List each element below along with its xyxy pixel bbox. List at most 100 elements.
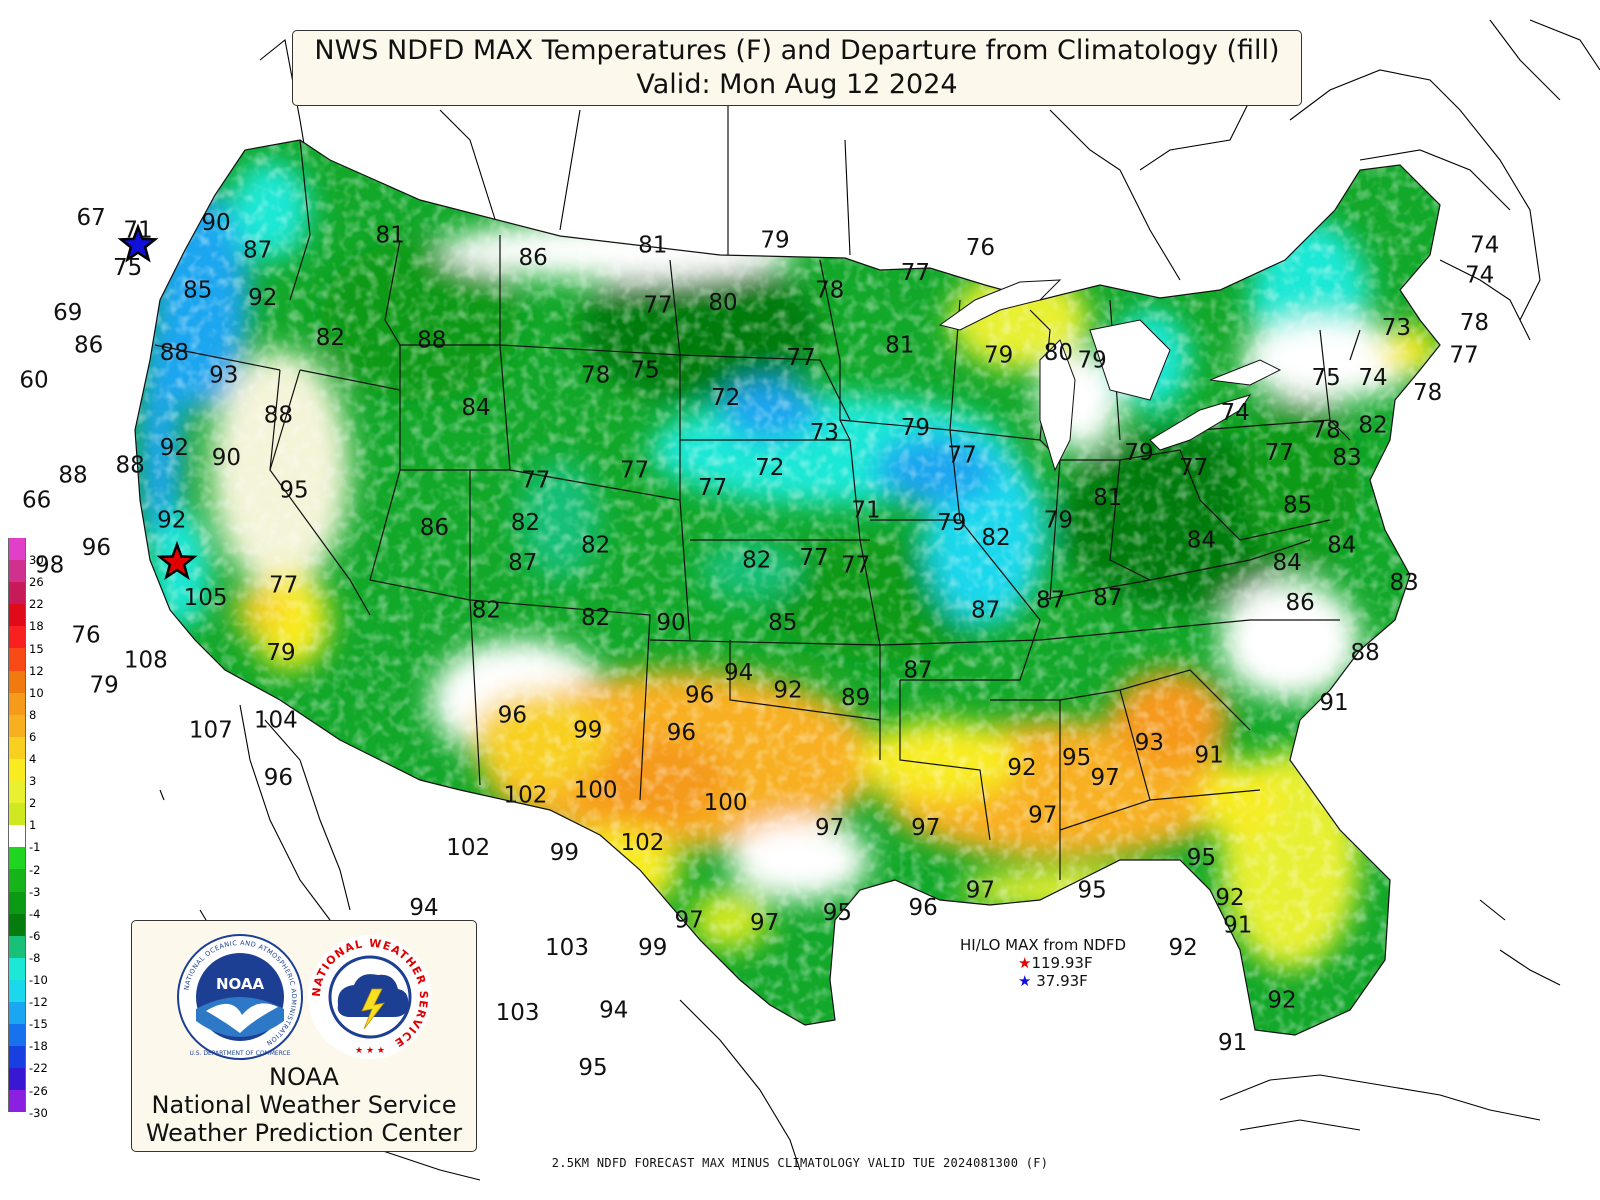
temperature-label: 80: [1044, 340, 1073, 366]
temperature-label: 84: [461, 395, 490, 421]
legend-swatch: [8, 869, 26, 892]
temperature-label: 73: [1382, 315, 1411, 341]
temperature-label: 96: [685, 683, 714, 709]
temperature-label: 93: [209, 363, 238, 389]
logo-line-wpc: Weather Prediction Center: [145, 1119, 463, 1147]
legend-swatch: [8, 692, 26, 715]
temperature-label: 88: [264, 403, 293, 429]
legend-swatch: [8, 825, 26, 848]
temperature-label: 60: [19, 368, 48, 394]
legend-label: 4: [29, 752, 37, 766]
temperature-label: 95: [279, 478, 308, 504]
nws-emblem-icon: NATIONAL WEATHER SERVICE ★ ★ ★: [308, 935, 432, 1059]
temperature-label: 90: [212, 445, 241, 471]
temperature-label: 85: [1283, 493, 1312, 519]
temperature-label: 85: [183, 278, 212, 304]
legend-swatch: [8, 1046, 26, 1069]
temperature-label: 88: [116, 453, 145, 479]
temperature-label: 92: [1267, 988, 1296, 1014]
temperature-label: 90: [656, 610, 685, 636]
temperature-label: 79: [1044, 508, 1073, 534]
legend-label: -2: [29, 862, 41, 877]
temperature-label: 87: [1093, 585, 1122, 611]
temperature-label: 67: [77, 205, 106, 231]
agency-logo-box: NOAA NATIONAL OCEANIC AND ATMOSPHERIC AD…: [131, 920, 477, 1152]
temperature-label: 100: [574, 778, 618, 804]
temperature-label: 77: [1449, 343, 1478, 369]
temperature-label: 95: [578, 1055, 607, 1081]
legend-label: -4: [29, 906, 41, 921]
temperature-label: 78: [1460, 310, 1489, 336]
temperature-label: 79: [1124, 440, 1153, 466]
temperature-label: 86: [519, 245, 548, 271]
logo-line-nws: National Weather Service: [151, 1091, 457, 1119]
temperature-label: 92: [773, 678, 802, 704]
temperature-label: 97: [815, 815, 844, 841]
temperature-label: 96: [82, 535, 111, 561]
temperature-label: 92: [160, 435, 189, 461]
temperature-label: 95: [1062, 745, 1091, 771]
temperature-label: 108: [124, 648, 168, 674]
legend-swatch: [8, 847, 26, 870]
hilo-markers: [117, 223, 198, 580]
temperature-label: 79: [984, 343, 1013, 369]
temperature-label: 97: [1028, 803, 1057, 829]
temperature-label: 88: [58, 463, 87, 489]
legend-swatch: [8, 957, 26, 980]
map-title: NWS NDFD MAX Temperatures (F) and Depart…: [314, 35, 1280, 66]
temperature-label: 69: [53, 300, 82, 326]
legend-label: 15: [29, 641, 44, 656]
legend-swatch: [8, 979, 26, 1002]
temperature-label: 92: [1169, 935, 1198, 961]
temperature-label: 87: [243, 238, 272, 264]
temperature-label: 76: [966, 235, 995, 261]
temperature-label: 72: [711, 385, 740, 411]
legend-swatch: [8, 736, 26, 759]
temperature-label: 66: [22, 488, 51, 514]
temperature-label: 71: [851, 498, 880, 524]
temperature-label: 88: [417, 328, 446, 354]
legend-swatch: [8, 803, 26, 826]
temperature-label: 77: [1265, 440, 1294, 466]
temperature-label: 86: [420, 515, 449, 541]
temperature-label: 84: [1273, 550, 1302, 576]
legend-swatch: [8, 670, 26, 693]
hilo-lo-row: ★ 37.93F: [960, 972, 1126, 990]
temperature-label: 82: [581, 605, 610, 631]
temperature-label: 97: [1091, 765, 1120, 791]
legend-swatch: [8, 1024, 26, 1047]
temperature-label: 90: [201, 210, 230, 236]
temperature-label: 74: [1221, 400, 1250, 426]
temperature-label: 78: [1413, 380, 1442, 406]
temperature-label: 79: [266, 640, 295, 666]
noaa-bottom-text: U.S. DEPARTMENT OF COMMERCE: [189, 1050, 290, 1057]
temperature-label: 92: [1215, 885, 1244, 911]
legend-label: -12: [29, 995, 48, 1010]
temperature-label: 88: [1351, 640, 1380, 666]
temperature-label: 77: [269, 573, 298, 599]
temperature-label: 75: [1312, 365, 1341, 391]
temperature-label: 97: [675, 908, 704, 934]
temperature-label: 97: [911, 815, 940, 841]
lo-max-star-marker: [117, 223, 159, 263]
legend-label: 12: [29, 663, 44, 678]
temperature-label: 102: [446, 835, 490, 861]
temperature-label: 77: [841, 553, 870, 579]
legend-label: 26: [29, 575, 44, 590]
great-lakes: [938, 279, 1282, 472]
temperature-label: 94: [409, 895, 438, 921]
hilo-hi-row: ★119.93F: [960, 954, 1126, 972]
temperature-label: 103: [496, 1000, 540, 1026]
legend-swatch: [8, 582, 26, 605]
temperature-label: 95: [1078, 878, 1107, 904]
legend-label: -8: [29, 950, 41, 965]
legend-swatch: [8, 913, 26, 936]
temperature-label: 82: [511, 510, 540, 536]
temperature-label: 102: [503, 783, 547, 809]
legend-swatch: [8, 1001, 26, 1025]
legend-label: 10: [29, 685, 44, 700]
temperature-label: 94: [599, 998, 628, 1024]
legend-swatch: [8, 758, 26, 782]
temperature-label: 74: [1470, 233, 1499, 259]
